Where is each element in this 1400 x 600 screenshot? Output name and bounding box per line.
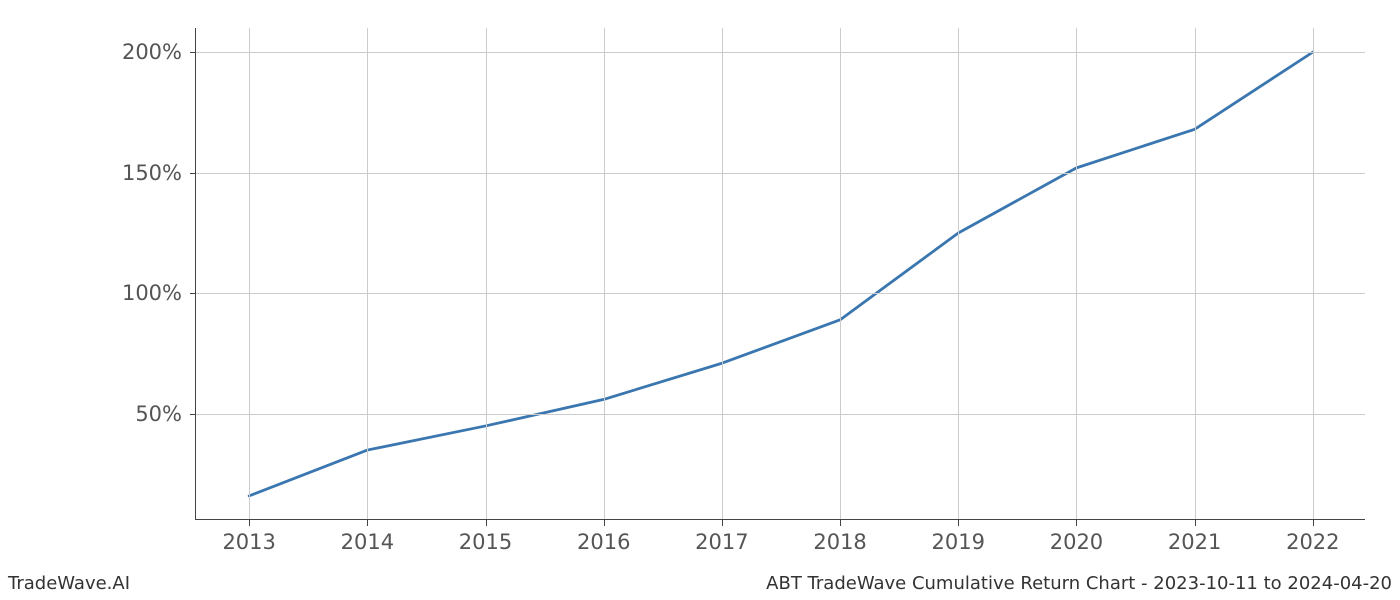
x-gridline [367, 28, 368, 519]
plot-area: 2013201420152016201720182019202020212022… [195, 28, 1365, 520]
x-tick [840, 520, 841, 526]
y-tick-label: 200% [122, 40, 182, 64]
y-tick-label: 100% [122, 281, 182, 305]
x-tick [604, 520, 605, 526]
y-gridline [196, 293, 1365, 294]
y-tick [190, 173, 196, 174]
x-tick [1313, 520, 1314, 526]
x-tick [249, 520, 250, 526]
line-series [196, 28, 1366, 520]
chart-container: 2013 2014 2015 2016 2017 2018 2019 2020 2021 2022… [0, 0, 1400, 600]
x-gridline [840, 28, 841, 519]
x-tick-label: 2020 [1050, 530, 1103, 554]
x-gridline [958, 28, 959, 519]
y-tick-label: 150% [122, 161, 182, 185]
x-tick-label: 2021 [1168, 530, 1221, 554]
x-gridline [486, 28, 487, 519]
x-tick [367, 520, 368, 526]
footer-caption: ABT TradeWave Cumulative Return Chart - … [766, 573, 1392, 594]
x-gridline [249, 28, 250, 519]
x-tick-label: 2019 [932, 530, 985, 554]
x-gridline [722, 28, 723, 519]
x-tick [1195, 520, 1196, 526]
x-tick [722, 520, 723, 526]
y-gridline [196, 173, 1365, 174]
y-tick-label: 50% [135, 402, 182, 426]
x-gridline [1313, 28, 1314, 519]
y-tick [190, 414, 196, 415]
y-tick [190, 52, 196, 53]
x-tick-label: 2018 [813, 530, 866, 554]
y-gridline [196, 52, 1365, 53]
x-gridline [1076, 28, 1077, 519]
footer-source-label: TradeWave.AI [8, 573, 130, 594]
cumulative-return-line [249, 52, 1313, 496]
x-gridline [604, 28, 605, 519]
x-tick-label: 2015 [459, 530, 512, 554]
x-tick [486, 520, 487, 526]
x-tick-label: 2016 [577, 530, 630, 554]
y-gridline [196, 414, 1365, 415]
x-tick [958, 520, 959, 526]
y-tick [190, 293, 196, 294]
x-tick-label: 2022 [1286, 530, 1339, 554]
x-tick-label: 2013 [222, 530, 275, 554]
x-tick-label: 2014 [341, 530, 394, 554]
x-tick [1076, 520, 1077, 526]
x-gridline [1195, 28, 1196, 519]
x-tick-label: 2017 [695, 530, 748, 554]
